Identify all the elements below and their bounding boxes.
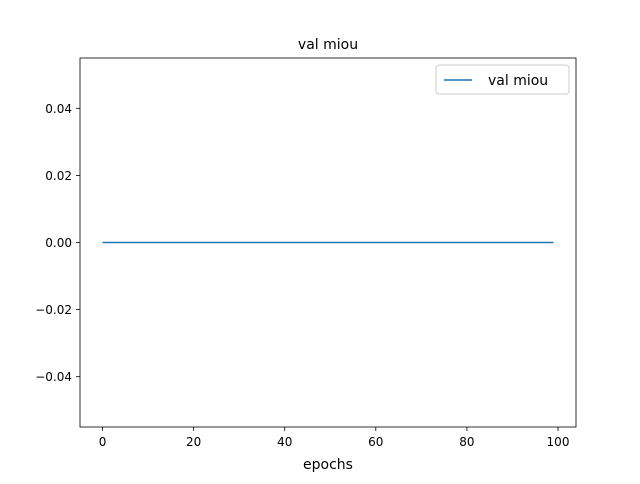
x-tick-label: 100 xyxy=(547,435,570,449)
y-tick-label: −0.02 xyxy=(35,303,72,317)
legend-label: val miou xyxy=(488,73,548,89)
x-tick-label: 40 xyxy=(277,435,292,449)
y-tick-label: 0.02 xyxy=(45,169,72,183)
x-tick-label: 80 xyxy=(459,435,474,449)
x-tick-label: 60 xyxy=(368,435,383,449)
legend: val miou xyxy=(435,64,570,95)
plot-area: 0 20 40 60 80 100 −0.04 −0.02 0.00 0.02 0.04 xyxy=(35,57,577,449)
x-axis-label: epochs xyxy=(303,457,353,473)
y-tick-label: 0.04 xyxy=(45,102,72,116)
y-tick-label: 0.00 xyxy=(45,236,72,250)
x-tick-label: 0 xyxy=(99,435,107,449)
y-tick-label: −0.04 xyxy=(35,370,72,384)
legend-box xyxy=(435,64,570,95)
chart-title: val miou xyxy=(298,37,358,53)
x-tick-label: 20 xyxy=(186,435,201,449)
